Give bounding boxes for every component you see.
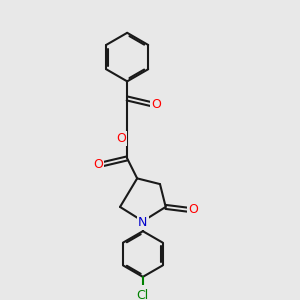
Text: N: N [138,216,148,229]
Text: O: O [116,132,126,145]
Text: O: O [93,158,103,171]
Text: O: O [189,203,199,216]
Text: Cl: Cl [137,289,149,300]
Text: O: O [152,98,161,111]
